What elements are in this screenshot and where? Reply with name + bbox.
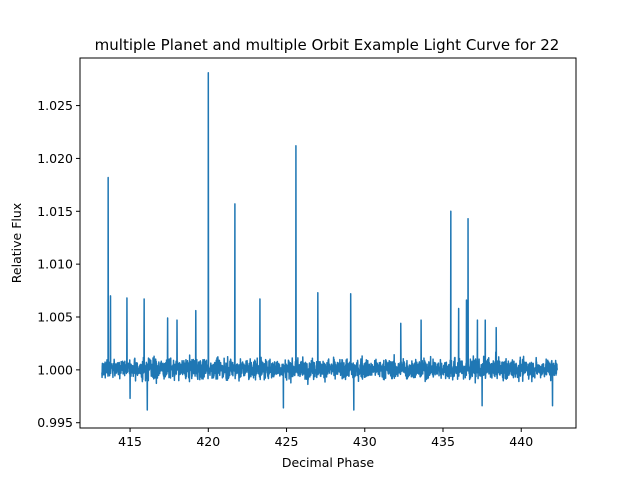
y-tick-label: 1.020 [37, 151, 73, 166]
light-curve-series-line [101, 72, 558, 411]
y-axis: 0.995 1.000 1.005 1.010 1.015 1.020 1.025 [37, 98, 80, 430]
y-tick-label: 0.995 [37, 415, 73, 430]
series-layer [101, 72, 558, 411]
y-tick-label: 1.005 [37, 310, 73, 325]
y-tick-label: 1.025 [37, 98, 73, 113]
x-tick-label: 435 [431, 434, 455, 449]
plot-area [79, 57, 577, 429]
chart-title: multiple Planet and multiple Orbit Examp… [95, 36, 560, 54]
x-tick-label: 440 [509, 434, 533, 449]
x-axis: 415 420 425 430 435 440 [118, 428, 533, 449]
y-axis-title: Relative Flux [9, 203, 24, 283]
x-tick-label: 430 [353, 434, 377, 449]
x-tick-label: 420 [196, 434, 220, 449]
x-tick-label: 415 [118, 434, 142, 449]
x-axis-title: Decimal Phase [282, 455, 375, 470]
y-tick-label: 1.000 [37, 362, 73, 377]
y-tick-label: 1.015 [37, 204, 73, 219]
y-tick-label: 1.010 [37, 257, 73, 272]
plot-frame [79, 57, 577, 429]
x-tick-label: 425 [275, 434, 299, 449]
